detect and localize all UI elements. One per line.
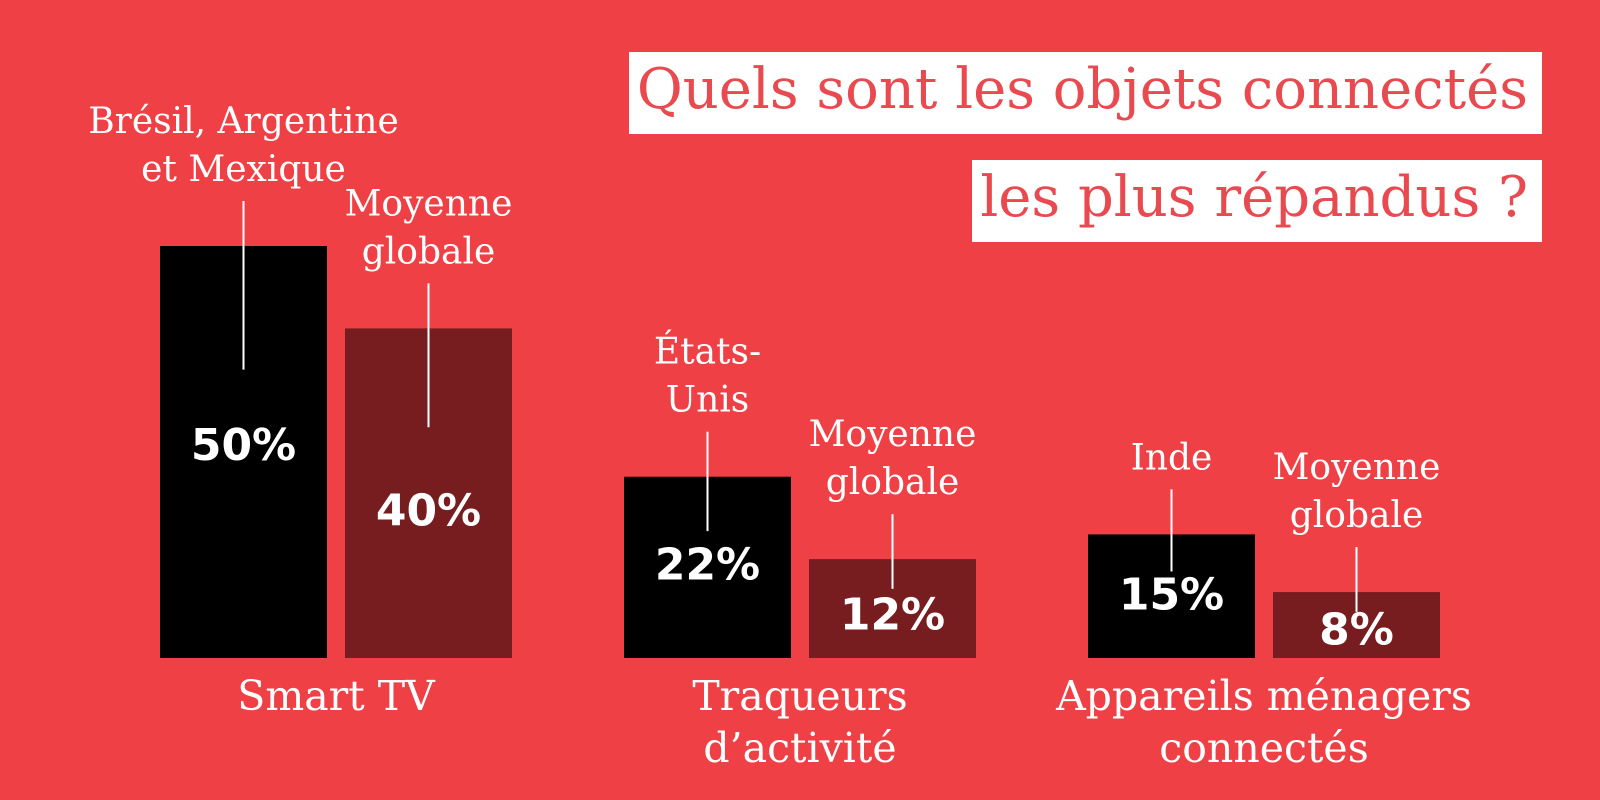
value-label-global-1: 12% xyxy=(840,590,945,641)
title-line-1: Quels sont les objets connectés xyxy=(628,52,1542,134)
series-label-global-0-1: globale xyxy=(362,231,496,272)
series-label-global-1-1: globale xyxy=(826,462,960,503)
series-label-global-2-1: globale xyxy=(1290,495,1424,536)
series-label-country-0-1: et Mexique xyxy=(141,149,346,190)
value-label-global-2: 8% xyxy=(1319,604,1394,655)
title-line-2: les plus répandus ? xyxy=(972,160,1542,242)
category-label-2-1: connectés xyxy=(1159,724,1368,772)
value-label-country-1: 22% xyxy=(655,540,760,591)
category-label-1-1: d’activité xyxy=(703,724,896,772)
series-label-country-0-0: Brésil, Argentine xyxy=(88,101,399,142)
category-label-0-0: Smart TV xyxy=(237,672,436,720)
series-label-global-0-0: Moyenne xyxy=(345,183,513,224)
series-label-country-2-0: Inde xyxy=(1131,437,1213,478)
value-label-country-0: 50% xyxy=(191,420,296,471)
category-label-2-0: Appareils ménagers xyxy=(1055,672,1472,720)
series-label-global-2-0: Moyenne xyxy=(1273,447,1441,488)
series-label-global-1-0: Moyenne xyxy=(809,414,977,455)
value-label-global-0: 40% xyxy=(376,486,481,537)
series-label-country-1-0: États- xyxy=(654,331,761,373)
value-label-country-2: 15% xyxy=(1119,570,1224,621)
category-label-1-0: Traqueurs xyxy=(692,672,907,720)
series-label-country-1-1: Unis xyxy=(666,380,750,421)
